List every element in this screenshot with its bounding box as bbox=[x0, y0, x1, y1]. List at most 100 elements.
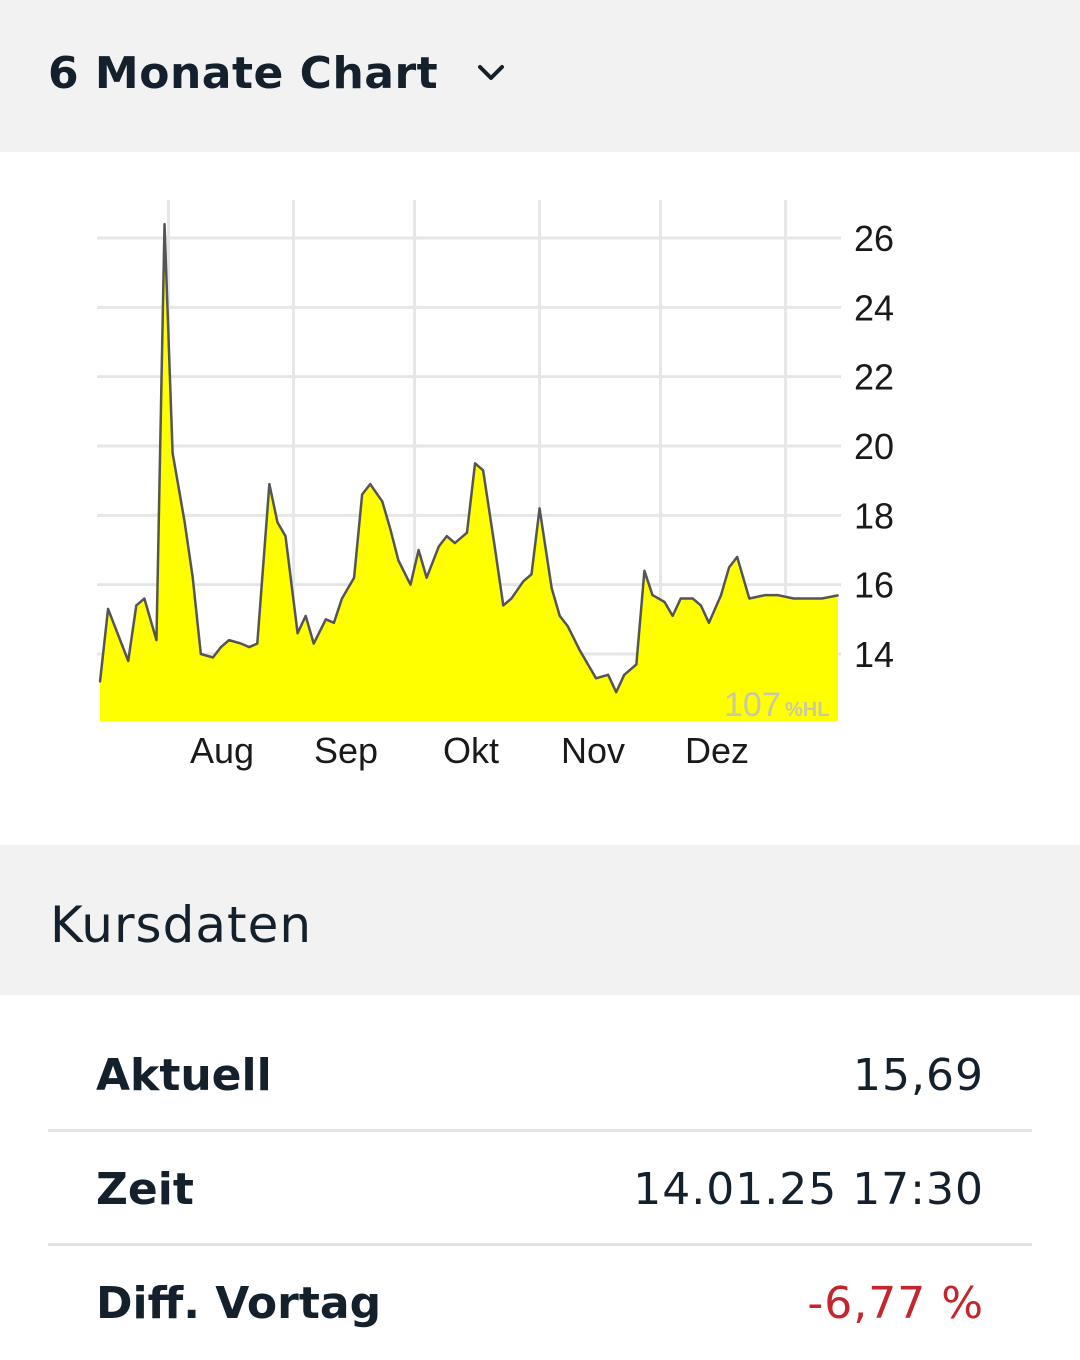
data-point bbox=[163, 223, 166, 226]
data-point bbox=[453, 542, 456, 545]
data-point bbox=[502, 604, 505, 607]
row-value: -6,77 % bbox=[807, 1278, 984, 1329]
data-point bbox=[530, 573, 533, 576]
data-point bbox=[820, 597, 823, 600]
y-tick-label: 26 bbox=[854, 218, 894, 259]
x-tick-label: Aug bbox=[190, 730, 254, 771]
data-point bbox=[651, 594, 654, 597]
data-point bbox=[389, 528, 392, 531]
data-point bbox=[482, 469, 485, 472]
data-point bbox=[115, 628, 118, 631]
data-point bbox=[304, 614, 307, 617]
series-area-fill bbox=[100, 224, 838, 721]
data-point bbox=[99, 680, 101, 683]
data-point bbox=[804, 597, 807, 600]
kursdaten-row-aktuell: Aktuell 15,69 bbox=[48, 1018, 1032, 1132]
data-point bbox=[494, 549, 497, 551]
watermark-text: 107 bbox=[724, 686, 781, 724]
row-value: 15,69 bbox=[853, 1050, 984, 1101]
data-point bbox=[558, 614, 561, 617]
data-point bbox=[445, 535, 448, 538]
y-tick-label: 14 bbox=[854, 634, 894, 675]
data-point bbox=[607, 673, 610, 676]
data-point bbox=[228, 639, 231, 642]
x-tick-label: Sep bbox=[314, 730, 378, 771]
data-point bbox=[397, 559, 400, 562]
data-point bbox=[332, 621, 335, 624]
row-label: Aktuell bbox=[96, 1050, 272, 1101]
data-point bbox=[699, 604, 702, 607]
data-point bbox=[474, 462, 477, 465]
data-point bbox=[171, 451, 174, 454]
data-point bbox=[191, 576, 194, 579]
data-point bbox=[586, 663, 589, 666]
data-point bbox=[707, 621, 710, 624]
data-point bbox=[764, 594, 767, 597]
data-point bbox=[615, 691, 618, 694]
data-point bbox=[312, 642, 315, 645]
row-label: Diff. Vortag bbox=[96, 1278, 382, 1329]
data-point bbox=[812, 597, 815, 600]
data-point bbox=[679, 597, 682, 600]
chart-area-series bbox=[98, 222, 839, 721]
data-point bbox=[183, 521, 186, 524]
kursdaten-row-diff-vortag: Diff. Vortag -6,77 % bbox=[48, 1246, 1032, 1360]
row-value: 14.01.25 17:30 bbox=[633, 1164, 984, 1215]
data-point bbox=[748, 597, 751, 600]
chart-header: 6 Monate Chart bbox=[0, 0, 1080, 152]
data-point bbox=[381, 500, 384, 503]
data-point bbox=[107, 607, 110, 610]
data-point bbox=[219, 646, 222, 649]
data-point bbox=[135, 604, 138, 607]
data-point bbox=[340, 597, 343, 600]
data-point bbox=[663, 601, 666, 603]
data-point bbox=[199, 653, 202, 655]
chart-period-dropdown[interactable]: 6 Monate Chart bbox=[48, 38, 508, 108]
data-point bbox=[736, 555, 739, 558]
data-point bbox=[361, 493, 364, 496]
data-point bbox=[578, 649, 581, 652]
data-point bbox=[566, 625, 569, 628]
y-tick-label: 20 bbox=[854, 426, 894, 467]
chart-period-label: 6 Monate Chart bbox=[48, 47, 439, 99]
data-point bbox=[425, 576, 428, 579]
data-point bbox=[353, 576, 356, 579]
y-tick-label: 18 bbox=[854, 495, 894, 536]
data-point bbox=[268, 483, 271, 486]
data-point bbox=[720, 594, 723, 597]
data-point bbox=[276, 521, 279, 524]
data-point bbox=[538, 507, 541, 510]
data-point bbox=[240, 642, 243, 645]
price-chart: 26 24 22 20 18 16 14 Aug Sep Okt Nov Dez 107 %HL bbox=[97, 200, 894, 771]
data-point bbox=[776, 594, 779, 597]
y-tick-label: 16 bbox=[854, 565, 894, 606]
y-axis-ticks: 26 24 22 20 18 16 14 bbox=[854, 218, 894, 675]
data-point bbox=[211, 656, 214, 659]
y-tick-label: 24 bbox=[854, 287, 894, 328]
data-point bbox=[671, 614, 674, 617]
x-tick-label: Dez bbox=[685, 730, 749, 771]
data-point bbox=[155, 639, 158, 642]
data-point bbox=[409, 583, 412, 586]
data-point bbox=[691, 597, 694, 600]
chart-watermark: 107 %HL bbox=[724, 686, 829, 724]
price-chart-area: 26 24 22 20 18 16 14 Aug Sep Okt Nov Dez 107 %HL bbox=[0, 152, 1080, 845]
kursdaten-header: Kursdaten bbox=[0, 845, 1080, 995]
kursdaten-table: Aktuell 15,69 Zeit 14.01.25 17:30 Diff. … bbox=[48, 1018, 1032, 1360]
data-point bbox=[728, 566, 731, 569]
data-point bbox=[417, 549, 420, 551]
y-tick-label: 22 bbox=[854, 357, 894, 398]
data-point bbox=[143, 597, 146, 600]
data-point bbox=[127, 659, 130, 662]
chevron-down-icon bbox=[478, 65, 505, 80]
x-axis-ticks: Aug Sep Okt Nov Dez bbox=[190, 730, 749, 771]
data-point bbox=[437, 545, 440, 548]
data-point bbox=[623, 673, 626, 676]
data-point bbox=[324, 618, 327, 621]
data-point bbox=[550, 587, 553, 590]
data-point bbox=[643, 569, 646, 572]
data-point bbox=[792, 597, 795, 600]
row-label: Zeit bbox=[96, 1164, 194, 1215]
data-point bbox=[595, 677, 598, 680]
x-tick-label: Nov bbox=[561, 730, 625, 771]
